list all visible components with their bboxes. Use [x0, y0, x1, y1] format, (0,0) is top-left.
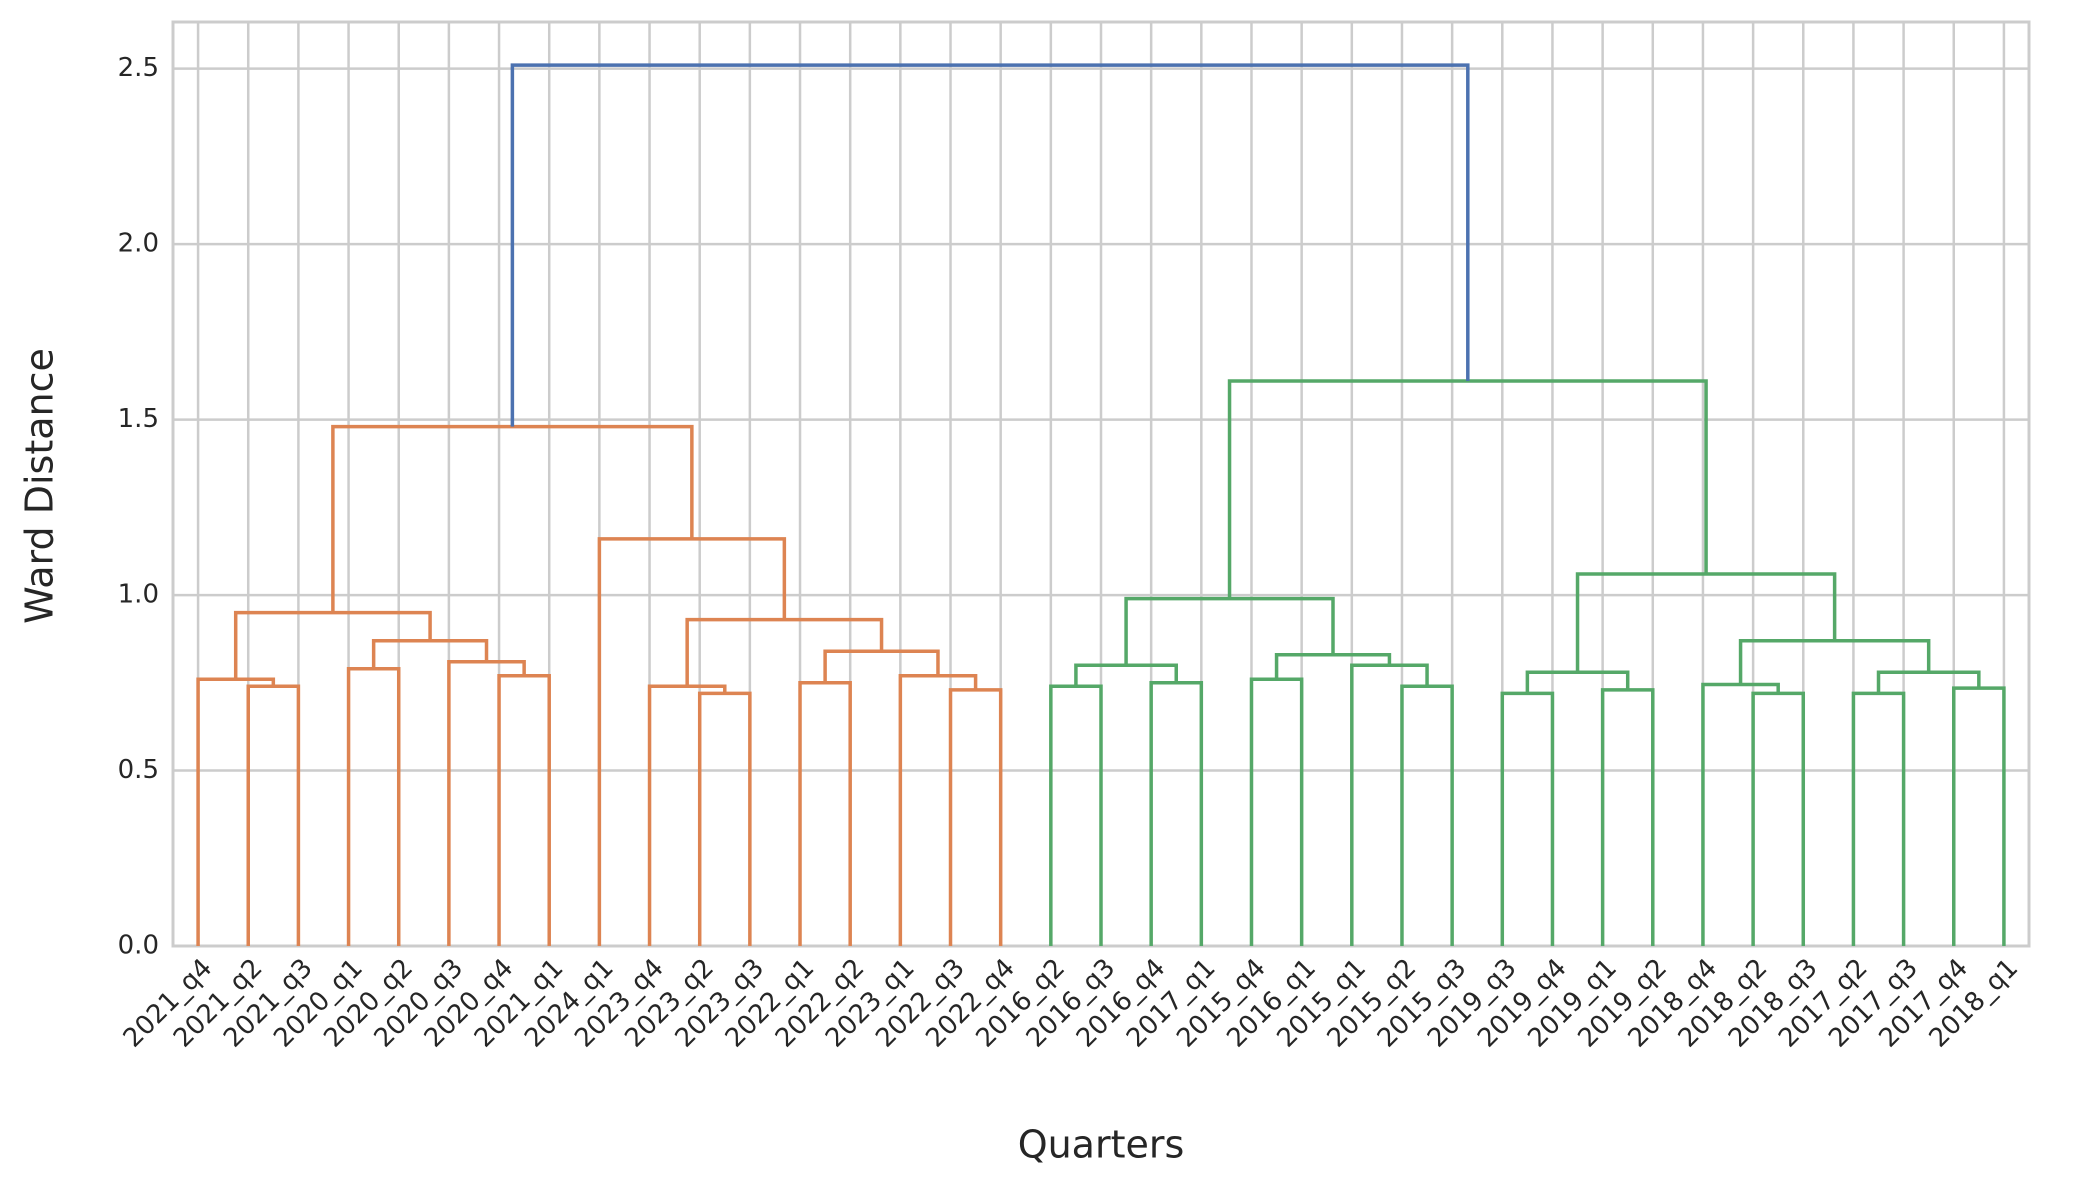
- y-tick-label: 0.5: [118, 755, 159, 785]
- dendrogram-link: [1400, 684, 1454, 946]
- y-axis-label: Ward Distance: [18, 348, 62, 624]
- dendrogram-link: [798, 681, 852, 946]
- dendrogram-link: [647, 684, 727, 946]
- dendrogram-link: [331, 424, 694, 613]
- dendrogram-link: [597, 537, 787, 946]
- y-tick-label: 1.5: [118, 404, 159, 434]
- dendrogram-link: [1738, 638, 1931, 685]
- dendrogram-link: [510, 63, 1470, 427]
- dendrogram-link: [1851, 691, 1906, 946]
- dendrogram-link: [1701, 682, 1780, 946]
- dendrogram-link: [948, 688, 1003, 946]
- y-tick-label: 1.0: [118, 580, 159, 610]
- y-tick-label: 0.0: [118, 931, 159, 961]
- dendrogram-link: [823, 649, 940, 683]
- x-axis-label: Quarters: [1018, 1123, 1185, 1167]
- dendrogram-link: [1575, 572, 1837, 673]
- dendrogram-link: [697, 691, 752, 946]
- dendrogram-link: [1600, 688, 1655, 946]
- dendrogram-link: [685, 617, 884, 687]
- dendrogram-link: [1124, 596, 1335, 666]
- dendrogram-link: [898, 674, 978, 946]
- dendrogram-link: [447, 659, 526, 946]
- dendrogram-link: [1249, 677, 1304, 946]
- dendrogram-link: [1500, 691, 1555, 946]
- y-tick-label: 2.5: [118, 53, 159, 83]
- dendrogram-link: [1227, 379, 1708, 599]
- dendrogram-link: [1876, 670, 1981, 694]
- dendrogram-link: [371, 638, 489, 669]
- dendrogram-link: [497, 674, 551, 946]
- dendrogram-link: [1751, 691, 1806, 946]
- dendrogram-link: [1274, 652, 1392, 680]
- y-tick-label: 2.0: [118, 229, 159, 259]
- dendrogram-link: [1049, 684, 1103, 946]
- dendrogram-link: [1350, 663, 1429, 946]
- dendrogram-link: [196, 677, 276, 946]
- dendrogram-link: [246, 684, 301, 946]
- dendrogram-link: [1149, 681, 1204, 946]
- dendrogram-link: [346, 667, 401, 946]
- dendrogram-link: [1074, 663, 1178, 687]
- dendrogram-link: [233, 610, 432, 680]
- dendrogram-link: [1952, 686, 2006, 946]
